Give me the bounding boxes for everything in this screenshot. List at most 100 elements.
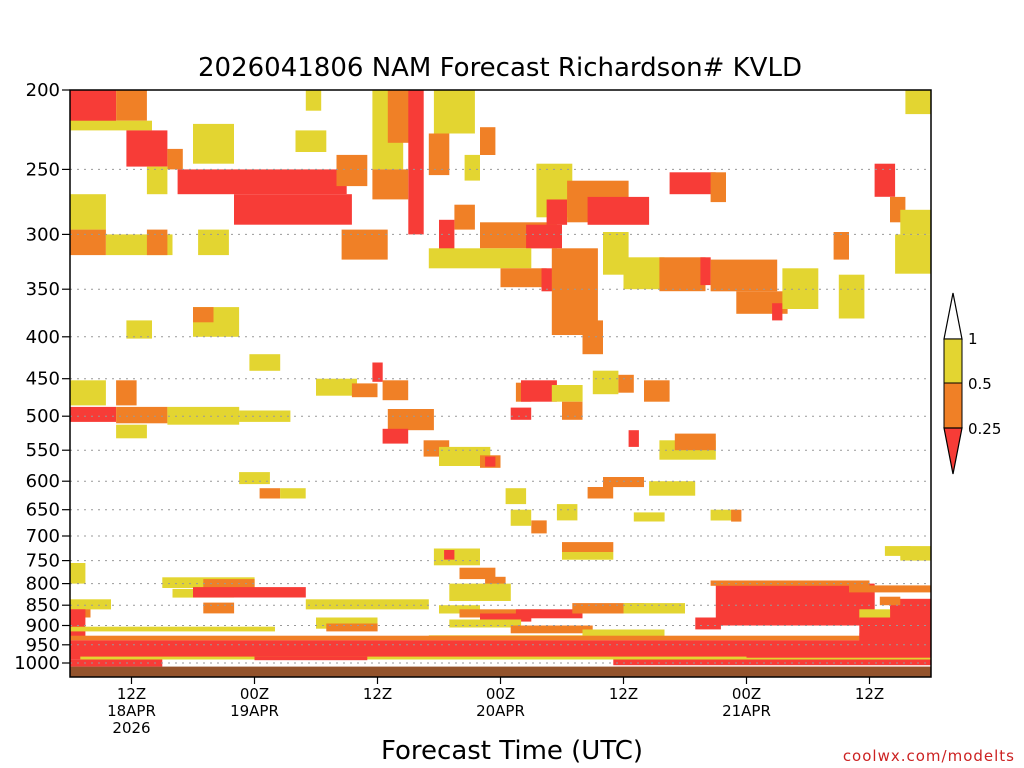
region-high — [623, 257, 665, 290]
region-ground — [70, 666, 931, 677]
legend-bin-low — [943, 427, 963, 475]
y-tick-label: 550 — [26, 440, 60, 461]
legend-top-arrow — [943, 292, 963, 340]
y-tick-label: 500 — [26, 406, 60, 427]
region-high — [433, 548, 480, 566]
region-mid — [674, 433, 716, 451]
y-tick-label: 850 — [26, 595, 60, 616]
region-low — [372, 362, 383, 382]
region-high — [900, 209, 932, 235]
region-high — [859, 609, 891, 620]
region-low — [254, 656, 368, 661]
region-high — [146, 166, 168, 195]
region-high — [649, 481, 696, 496]
region-high — [449, 619, 522, 628]
x-tick-label: 00Z — [486, 685, 515, 703]
region-mid — [572, 603, 645, 614]
region-low — [746, 648, 931, 658]
region-high — [305, 599, 429, 610]
region-high — [116, 424, 147, 439]
region-low — [772, 303, 783, 321]
region-mid — [351, 383, 378, 398]
region-low — [521, 380, 557, 402]
region-mid — [382, 380, 409, 401]
region-high — [193, 123, 234, 164]
legend-label-0.5: 0.5 — [968, 375, 992, 393]
region-high — [239, 410, 291, 422]
region-high — [316, 617, 378, 629]
y-tick-label: 900 — [26, 616, 60, 637]
x-axis-label: Forecast Time (UTC) — [381, 736, 643, 766]
region-mid — [203, 579, 255, 588]
y-tick-label: 600 — [26, 471, 60, 492]
region-mid — [710, 580, 870, 586]
region-low — [70, 90, 117, 124]
x-tick-label: 12Z — [609, 685, 638, 703]
region-mid — [500, 268, 547, 288]
region-mid — [193, 307, 214, 323]
region-high — [70, 626, 275, 632]
y-tick-label: 200 — [26, 80, 60, 101]
region-mid — [603, 477, 644, 488]
legend-label-0.25: 0.25 — [968, 420, 1001, 438]
region-high — [582, 629, 665, 640]
region-mid — [116, 90, 147, 121]
legend-bin-high — [943, 338, 963, 384]
x-tick-label: 20APR — [476, 702, 525, 720]
region-mid — [459, 609, 542, 618]
region-mid — [710, 259, 778, 292]
region-low — [126, 130, 168, 167]
region-low — [526, 224, 562, 249]
legend-label-1: 1 — [968, 330, 978, 348]
region-high — [633, 512, 665, 522]
region-low — [546, 199, 568, 225]
region-mid — [116, 380, 137, 406]
x-tick-label: 12Z — [363, 685, 392, 703]
chart-title: 2026041806 NAM Forecast Richardson# KVLD — [198, 53, 802, 83]
region-mid — [833, 232, 849, 260]
region-high — [70, 120, 152, 131]
region-high — [562, 552, 614, 560]
region-low — [613, 659, 932, 666]
region-low — [485, 456, 496, 467]
region-mid — [562, 542, 614, 552]
credit-link[interactable]: coolwx.com/modelts — [843, 747, 1015, 765]
region-low — [628, 430, 639, 447]
y-tick-label: 700 — [26, 526, 60, 547]
legend: 1 0.5 0.25 — [943, 292, 1001, 475]
region-high — [464, 154, 480, 181]
region-high — [505, 488, 527, 505]
region-mid — [203, 602, 235, 614]
x-tick-label: 00Z — [240, 685, 269, 703]
region-mid — [146, 229, 168, 256]
region-mid — [659, 257, 706, 292]
region-low — [177, 169, 347, 195]
x-tick-label: 18APR — [107, 702, 156, 720]
y-tick-label: 650 — [26, 500, 60, 521]
region-mid — [644, 380, 670, 402]
x-tick-label: 00Z — [732, 685, 761, 703]
region-mid — [336, 154, 368, 187]
y-axis: 200 250 300 350 400 450 500 550 600 650 700 7508008… — [14, 80, 70, 674]
region-mid — [849, 585, 931, 593]
region-high — [592, 370, 619, 395]
y-tick-label: 450 — [26, 369, 60, 390]
x-tick-label: 2026 — [112, 719, 150, 737]
region-mid — [454, 204, 475, 230]
region-high — [623, 603, 685, 614]
region-high — [239, 472, 270, 485]
region-high — [551, 385, 583, 402]
x-tick-label: 12Z — [117, 685, 146, 703]
region-low — [587, 196, 650, 225]
region-high — [900, 546, 932, 561]
region-mid — [710, 172, 726, 203]
region-high — [126, 320, 152, 339]
region-high — [295, 130, 327, 152]
y-tick-label: 250 — [26, 159, 60, 180]
x-tick-label: 21APR — [722, 702, 771, 720]
region-low — [669, 172, 716, 195]
y-tick-label: 750 — [26, 551, 60, 572]
region-low — [382, 428, 409, 444]
region-mid — [587, 487, 614, 499]
region-high — [280, 488, 306, 499]
